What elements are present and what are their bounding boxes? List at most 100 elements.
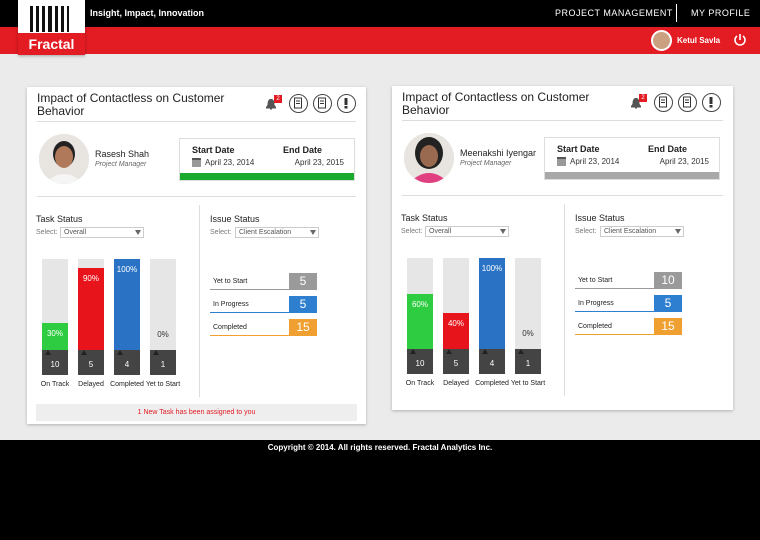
- count-notch: [482, 349, 488, 354]
- issue-count: 15: [654, 318, 682, 334]
- task-filter-dropdown[interactable]: Overall: [60, 227, 144, 238]
- notification-badge[interactable]: 2: [274, 95, 282, 103]
- issue-count: 5: [289, 273, 317, 289]
- bar: [407, 294, 433, 349]
- task-filter-dropdown[interactable]: Overall: [425, 226, 509, 237]
- bar-track: [150, 259, 176, 350]
- end-label: End Date: [648, 144, 688, 154]
- count-notch: [117, 350, 123, 355]
- person-avatar: [39, 134, 89, 184]
- issue-count: 5: [654, 295, 682, 311]
- date-box: Start Date April 23, 2014 End Date April 23…: [179, 138, 355, 181]
- card: Impact of Contactless on Customer Behavi…: [27, 87, 366, 424]
- category-label: On Track: [405, 380, 435, 387]
- person-name: Rasesh Shah: [95, 149, 150, 159]
- issue-underline: [575, 311, 682, 312]
- select-label: Select:: [401, 228, 423, 235]
- section-heading: Issue Status: [210, 214, 260, 224]
- vertical-divider: [564, 204, 565, 396]
- select-label: Select:: [575, 228, 597, 235]
- progress-bar: [545, 172, 719, 179]
- nav-link[interactable]: PROJECT MANAGEMENT: [555, 8, 673, 18]
- dropdown-arrow: [310, 230, 316, 235]
- bar-track: [515, 258, 541, 349]
- calendar-icon: [192, 158, 201, 167]
- card-title: Impact of Contactless on Customer Behavi…: [402, 90, 590, 117]
- issue-count: 10: [654, 272, 682, 288]
- issue-underline: [210, 335, 317, 336]
- calendar-icon: [557, 157, 566, 166]
- tagline: Insight, Impact, Innovation: [90, 8, 205, 18]
- category-label: Completed: [110, 381, 144, 388]
- dropdown-arrow: [135, 230, 141, 235]
- card: Impact of Contactless on Customer Behavi…: [392, 86, 733, 410]
- document-icon[interactable]: [654, 93, 673, 112]
- divider: [402, 120, 723, 121]
- user-name[interactable]: Ketul Savla: [677, 36, 721, 45]
- bar: [479, 258, 505, 349]
- message-bar[interactable]: 1 New Task has been assigned to you: [36, 404, 357, 421]
- bar-label: 60%: [411, 300, 428, 310]
- bar: [114, 259, 140, 350]
- person-name: Meenakshi Iyengar: [460, 148, 537, 158]
- category-label: Delayed: [78, 381, 104, 388]
- logo-box[interactable]: Fractal: [18, 0, 85, 55]
- nav-link[interactable]: MY PROFILE: [691, 8, 751, 18]
- notification-badge[interactable]: 2: [639, 94, 647, 102]
- bar-label: 100%: [116, 265, 138, 274]
- dropdown-arrow: [675, 229, 681, 234]
- red-bar: [0, 27, 760, 54]
- issue-filter-dropdown[interactable]: Client Escalation: [235, 227, 319, 238]
- issue-label: Completed: [213, 324, 247, 331]
- notification-bell[interactable]: [630, 96, 642, 109]
- section-heading: Task Status: [401, 213, 448, 223]
- issue-count: 15: [289, 319, 317, 335]
- bar-label: 0%: [157, 330, 169, 339]
- bar: [78, 268, 104, 350]
- end-date: April 23, 2015: [659, 157, 709, 166]
- edit-icon[interactable]: [678, 93, 697, 112]
- category-label: Yet to Start: [145, 381, 181, 388]
- bar-label: 40%: [447, 318, 464, 328]
- count-notch: [518, 349, 524, 354]
- select-label: Select:: [36, 229, 58, 236]
- alert-icon[interactable]: [337, 94, 356, 113]
- end-label: End Date: [283, 145, 323, 155]
- start-label: Start Date: [557, 144, 600, 154]
- issue-label: In Progress: [578, 300, 614, 307]
- count-notch: [81, 350, 87, 355]
- issue-count: 5: [289, 296, 317, 312]
- user-avatar[interactable]: [651, 30, 672, 51]
- bar: [443, 312, 469, 349]
- divider: [37, 121, 356, 122]
- edit-icon[interactable]: [313, 94, 332, 113]
- bar-label: 90%: [82, 274, 99, 284]
- person-role: Project Manager: [95, 161, 147, 168]
- category-label: On Track: [40, 381, 70, 388]
- logout-icon[interactable]: [733, 33, 747, 47]
- count-notch: [153, 350, 159, 355]
- top-bar: [0, 0, 760, 27]
- date-box: Start Date April 23, 2014 End Date April 23…: [544, 137, 720, 180]
- notification-bell[interactable]: [265, 97, 277, 110]
- logo-mark: [30, 6, 69, 32]
- issue-label: Yet to Start: [578, 277, 613, 284]
- count-notch: [410, 349, 416, 354]
- issue-filter-dropdown[interactable]: Client Escalation: [600, 226, 684, 237]
- category-label: Completed: [475, 380, 509, 387]
- issue-underline: [210, 289, 317, 290]
- issue-underline: [210, 312, 317, 313]
- nav-divider: [676, 4, 677, 22]
- document-icon[interactable]: [289, 94, 308, 113]
- select-label: Select:: [210, 229, 232, 236]
- end-date: April 23, 2015: [294, 158, 344, 167]
- alert-icon[interactable]: [702, 93, 721, 112]
- category-label: Delayed: [443, 380, 469, 387]
- issue-label: Yet to Start: [213, 278, 248, 285]
- issue-label: Completed: [578, 323, 612, 330]
- issue-label: In Progress: [213, 301, 249, 308]
- divider: [402, 195, 723, 196]
- progress-bar: [180, 173, 354, 180]
- person-role: Project Manager: [460, 160, 512, 167]
- start-date: April 23, 2014: [205, 158, 255, 167]
